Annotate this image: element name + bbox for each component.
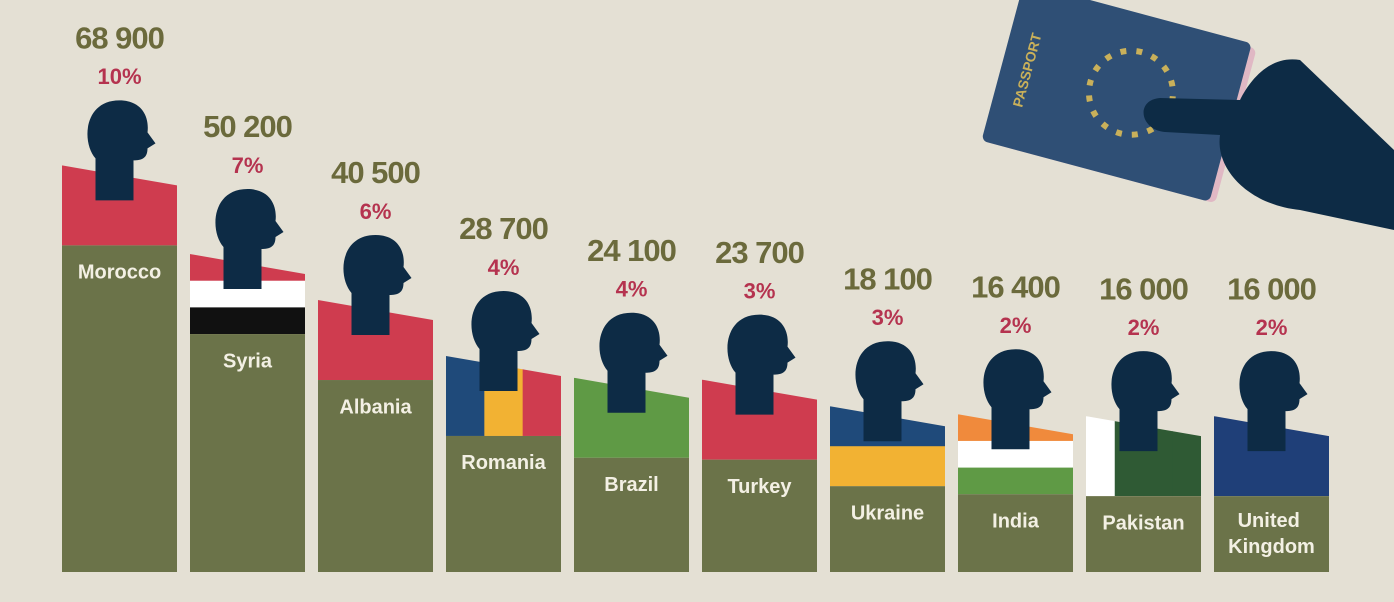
person-head [471,290,540,391]
value-label: 16 000 [1099,271,1188,306]
share-label: 4% [616,277,648,302]
category-label: Syria [223,350,273,372]
person-head [599,312,668,413]
share-label: 3% [744,278,776,303]
bar [702,459,817,572]
share-label: 7% [232,153,264,178]
flag-stripe [190,307,305,335]
person-head [983,349,1052,450]
value-label: 16 000 [1227,271,1316,306]
value-label: 28 700 [459,211,548,246]
category-label: Ukraine [851,502,924,524]
bar [62,245,177,572]
bar [574,457,689,572]
category-label: India [992,511,1040,533]
share-label: 2% [1000,313,1032,338]
flag-stripe [830,446,945,487]
bar [190,334,305,572]
bar [830,486,945,572]
person-head [215,189,284,290]
category-label: Pakistan [1102,512,1184,534]
share-label: 2% [1128,315,1160,340]
share-label: 6% [360,199,392,224]
value-label: 16 400 [971,269,1060,304]
bar [1214,496,1329,572]
category-label: United Kingdom [1228,510,1315,558]
person-head [1239,351,1308,452]
share-label: 3% [872,305,904,330]
person-head [343,235,412,336]
flag-stripe [958,467,1073,495]
category-label: Morocco [78,262,161,284]
share-label: 10% [97,64,141,89]
person-head [1111,351,1180,452]
value-label: 40 500 [331,155,420,190]
bar [318,380,433,572]
category-label: Brazil [604,474,658,496]
bar [446,435,561,572]
person-head [855,341,924,442]
value-label: 18 100 [843,261,932,296]
bar [958,494,1073,572]
category-label: Albania [339,396,412,418]
category-label: Romania [461,452,546,474]
share-label: 4% [488,255,520,280]
value-label: 24 100 [587,233,676,268]
bar [1086,496,1201,572]
value-label: 68 900 [75,21,164,56]
person-head [727,314,796,415]
flag-stripe [446,355,485,436]
person-head [87,100,156,201]
value-label: 50 200 [203,109,292,144]
value-label: 23 700 [715,235,804,270]
passport-hand: PASSPORT [982,0,1394,231]
category-label: Turkey [727,476,792,498]
flag-stripe [1086,416,1116,497]
share-label: 2% [1256,315,1288,340]
